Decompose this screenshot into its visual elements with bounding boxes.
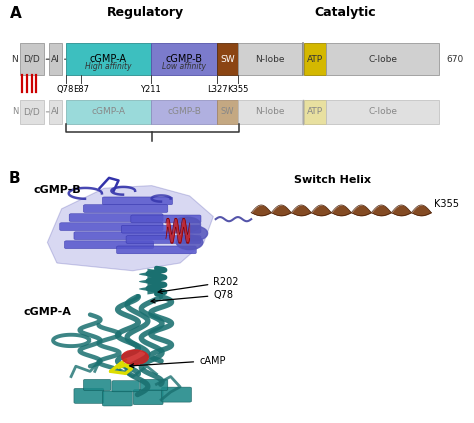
Bar — [49, 100, 62, 124]
FancyBboxPatch shape — [121, 225, 201, 233]
Text: Regulatory: Regulatory — [107, 5, 184, 19]
Bar — [19, 100, 44, 124]
Bar — [49, 43, 62, 75]
FancyBboxPatch shape — [102, 391, 132, 406]
Circle shape — [176, 235, 203, 250]
Bar — [65, 100, 151, 124]
Text: ATP: ATP — [307, 55, 323, 64]
FancyBboxPatch shape — [131, 215, 201, 223]
Text: SW: SW — [221, 107, 234, 116]
FancyBboxPatch shape — [69, 214, 163, 222]
Text: SW: SW — [220, 55, 235, 64]
Text: 670: 670 — [446, 55, 464, 64]
Text: R202: R202 — [158, 277, 239, 294]
FancyBboxPatch shape — [133, 390, 163, 405]
FancyBboxPatch shape — [117, 246, 196, 254]
FancyBboxPatch shape — [140, 379, 168, 390]
Text: ATP: ATP — [307, 107, 323, 116]
Text: N: N — [12, 107, 18, 116]
Text: A: A — [9, 5, 21, 21]
FancyBboxPatch shape — [60, 223, 163, 231]
Bar — [65, 43, 151, 75]
Text: K355: K355 — [434, 199, 459, 209]
Text: L327: L327 — [207, 85, 228, 94]
Text: N: N — [11, 55, 18, 64]
Circle shape — [174, 217, 201, 231]
Bar — [237, 43, 302, 75]
PathPatch shape — [47, 186, 213, 271]
Text: High affinity: High affinity — [85, 63, 132, 71]
Text: cGMP-B: cGMP-B — [167, 107, 201, 116]
Text: cGMP-B: cGMP-B — [165, 54, 202, 64]
Text: cGMP-A: cGMP-A — [90, 54, 127, 64]
Text: C-lobe: C-lobe — [368, 55, 397, 64]
Bar — [304, 100, 326, 124]
FancyBboxPatch shape — [126, 236, 201, 243]
Text: N-lobe: N-lobe — [255, 55, 284, 64]
Text: C-lobe: C-lobe — [368, 107, 397, 116]
Text: cGMP-A: cGMP-A — [24, 307, 72, 317]
Text: D/D: D/D — [23, 107, 40, 116]
FancyBboxPatch shape — [112, 381, 139, 392]
Bar — [19, 43, 44, 75]
FancyBboxPatch shape — [83, 379, 111, 390]
Bar — [217, 43, 237, 75]
Bar — [326, 43, 439, 75]
Text: Switch Helix: Switch Helix — [294, 175, 371, 185]
Bar — [217, 100, 237, 124]
Circle shape — [122, 350, 148, 365]
Text: Q78: Q78 — [57, 85, 74, 94]
FancyBboxPatch shape — [162, 387, 191, 402]
Text: Al: Al — [51, 107, 60, 116]
Text: D/D: D/D — [23, 55, 40, 64]
FancyBboxPatch shape — [83, 205, 168, 212]
Text: Low affinity: Low affinity — [162, 63, 206, 71]
Text: Al: Al — [51, 55, 60, 64]
Bar — [304, 43, 326, 75]
Text: N-lobe: N-lobe — [255, 107, 284, 116]
Text: cGMP-B: cGMP-B — [33, 185, 81, 195]
Bar — [151, 100, 217, 124]
Circle shape — [181, 226, 208, 241]
Text: E87: E87 — [73, 85, 89, 94]
Text: Q78: Q78 — [151, 290, 233, 303]
Bar — [237, 100, 302, 124]
Text: Catalytic: Catalytic — [314, 5, 376, 19]
FancyBboxPatch shape — [74, 388, 104, 404]
Text: K355: K355 — [227, 85, 248, 94]
Bar — [151, 43, 217, 75]
FancyBboxPatch shape — [102, 197, 173, 205]
Text: cGMP-A: cGMP-A — [91, 107, 125, 116]
Text: B: B — [9, 170, 20, 186]
FancyBboxPatch shape — [64, 241, 154, 249]
Bar — [326, 100, 439, 124]
FancyBboxPatch shape — [74, 232, 173, 239]
Text: cAMP: cAMP — [130, 356, 226, 368]
Text: Y211: Y211 — [140, 85, 161, 94]
